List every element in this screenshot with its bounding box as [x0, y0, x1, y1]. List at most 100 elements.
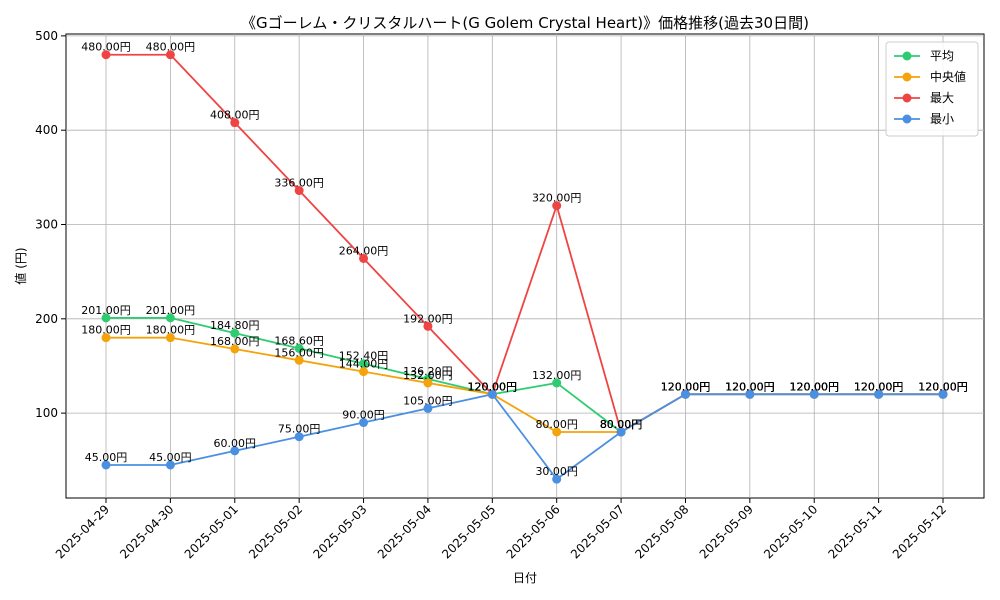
- data-point: [552, 427, 562, 437]
- data-label: 120.00円: [854, 380, 904, 393]
- data-label: 120.00円: [661, 380, 711, 393]
- data-label: 264.00円: [339, 244, 389, 257]
- data-label: 45.00円: [149, 451, 192, 464]
- data-label: 132.00円: [403, 369, 453, 382]
- data-point: [616, 427, 626, 437]
- legend-entry: 中央値: [930, 69, 966, 84]
- x-tick-label: 2025-05-03: [310, 502, 369, 561]
- y-axis-label: 値 (円): [13, 247, 28, 284]
- data-point: [101, 460, 111, 470]
- data-label: 144.00円: [339, 358, 389, 371]
- data-label: 120.00円: [918, 380, 968, 393]
- data-point: [552, 201, 562, 211]
- data-point: [165, 50, 175, 60]
- x-tick-label: 2025-04-30: [117, 502, 176, 561]
- data-label: 80.00円: [600, 418, 643, 431]
- data-label: 168.00円: [210, 335, 260, 348]
- x-tick-label: 2025-05-06: [504, 502, 563, 561]
- data-label: 120.00円: [918, 380, 968, 393]
- data-label: 120.00円: [854, 380, 904, 393]
- x-tick-label: 2025-05-01: [182, 502, 241, 561]
- data-label: 120.00円: [725, 380, 775, 393]
- legend-marker: [902, 114, 912, 124]
- data-label: 30.00円: [535, 465, 578, 478]
- plot-area: [65, 33, 985, 499]
- y-tick-label: 300: [35, 218, 58, 232]
- legend-box: [885, 41, 979, 137]
- data-label: 120.00円: [789, 380, 839, 393]
- data-label: 120.00円: [661, 380, 711, 393]
- data-point: [165, 313, 175, 323]
- data-label: 180.00円: [81, 324, 131, 337]
- data-label: 120.00円: [468, 380, 518, 393]
- data-label: 408.00円: [210, 109, 260, 122]
- x-tick-label: 2025-05-12: [890, 502, 949, 561]
- legend-entry: 最大: [930, 91, 954, 105]
- legend-marker: [902, 72, 912, 82]
- data-label: 80.00円: [600, 418, 643, 431]
- data-label: 120.00円: [468, 380, 518, 393]
- data-label: 120.00円: [661, 380, 711, 393]
- data-label: 80.00円: [600, 418, 643, 431]
- data-point: [680, 389, 690, 399]
- data-point: [294, 355, 304, 365]
- data-point: [230, 446, 240, 456]
- data-point: [552, 474, 562, 484]
- data-label: 120.00円: [789, 380, 839, 393]
- data-point: [874, 389, 884, 399]
- grid-layer: [66, 34, 984, 498]
- x-tick-label: 2025-05-04: [375, 502, 434, 561]
- data-label: 45.00円: [85, 451, 128, 464]
- data-label: 480.00円: [146, 41, 196, 54]
- data-label: 184.80円: [210, 319, 260, 332]
- data-point: [230, 328, 240, 338]
- y-tick-label: 500: [35, 29, 58, 43]
- data-label: 120.00円: [725, 380, 775, 393]
- data-point: [359, 359, 369, 369]
- data-label: 201.00円: [81, 304, 131, 317]
- data-point: [165, 333, 175, 343]
- data-label: 168.60円: [274, 334, 324, 347]
- x-tick-label: 2025-05-07: [568, 502, 627, 561]
- data-label: 120.00円: [918, 380, 968, 393]
- x-tick-label: 2025-05-11: [826, 502, 885, 561]
- data-label: 120.00円: [918, 380, 968, 393]
- data-point: [230, 344, 240, 354]
- data-point: [552, 378, 562, 388]
- data-label: 320.00円: [532, 192, 582, 205]
- data-label: 336.00円: [274, 177, 324, 190]
- data-label: 75.00円: [278, 423, 321, 436]
- data-point: [359, 367, 369, 377]
- data-point: [745, 389, 755, 399]
- data-point: [165, 460, 175, 470]
- data-point: [487, 389, 497, 399]
- data-label: 60.00円: [214, 437, 257, 450]
- chart-title: 《Gゴーレム・クリスタルハート(G Golem Crystal Heart)》価…: [241, 14, 809, 32]
- data-label: 132.00円: [532, 369, 582, 382]
- y-tick-label: 100: [35, 406, 58, 420]
- data-label: 120.00円: [854, 380, 904, 393]
- legend-entry: 平均: [930, 49, 954, 63]
- data-label: 120.00円: [725, 380, 775, 393]
- data-point: [230, 118, 240, 128]
- data-label: 156.00円: [274, 346, 324, 359]
- x-tick-label: 2025-05-02: [246, 502, 305, 561]
- data-point: [359, 418, 369, 428]
- data-label: 90.00円: [342, 409, 385, 422]
- x-axis-label: 日付: [513, 571, 537, 585]
- data-point: [423, 403, 433, 413]
- data-label: 120.00円: [468, 380, 518, 393]
- x-tick-label: 2025-05-08: [632, 502, 691, 561]
- data-point: [359, 253, 369, 263]
- x-tick-label: 2025-05-05: [439, 502, 498, 561]
- series-layer: [101, 50, 948, 484]
- y-tick-label: 400: [35, 123, 58, 137]
- data-label: 180.00円: [146, 324, 196, 337]
- data-point: [294, 343, 304, 353]
- data-point: [809, 389, 819, 399]
- data-point: [101, 313, 111, 323]
- legend-marker: [902, 93, 912, 103]
- data-label: 80.00円: [600, 418, 643, 431]
